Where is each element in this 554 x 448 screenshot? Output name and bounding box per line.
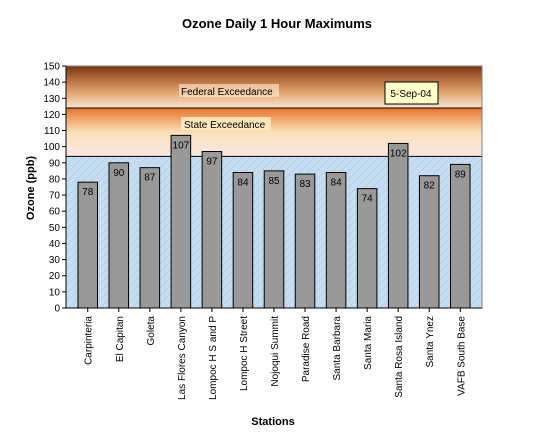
- x-axis: Carpinteria El Capitan Goleta Las Flores Ca…: [66, 307, 482, 400]
- y-tick-label: 50: [49, 223, 61, 234]
- y-tick-label: 70: [49, 191, 61, 202]
- bar-value-label: 97: [206, 157, 218, 168]
- bar: [387, 142, 409, 309]
- bar-value-label: 87: [144, 173, 156, 184]
- x-category-label: VAFB South Base: [456, 316, 467, 396]
- federal-label-box: [179, 84, 279, 97]
- y-tick-label: 60: [49, 207, 61, 218]
- bar: [201, 151, 223, 309]
- bar: [77, 181, 99, 309]
- bars: 78 90 87 107 97 84 85 83 84 74 102 82 89: [77, 134, 471, 309]
- x-axis-title: Stations: [251, 416, 294, 428]
- bar-value-label: 89: [455, 169, 467, 180]
- bar: [356, 188, 378, 309]
- bar-value-label: 107: [173, 140, 190, 151]
- chart-title: Ozone Daily 1 Hour Maximums: [182, 16, 372, 31]
- y-tick-label: 10: [49, 287, 61, 298]
- y-axis-title: Ozone (ppb): [25, 156, 37, 220]
- x-category-label: Paradise Road: [301, 316, 312, 382]
- x-category-label: Nojoqui Summit: [270, 316, 281, 387]
- plot-area: 78 90 87 107 97 84 85 83 84 74 102 82 89: [65, 65, 483, 309]
- bar: [449, 163, 471, 309]
- y-tick-label: 40: [49, 239, 61, 250]
- x-category-label: Santa Maria: [363, 316, 374, 370]
- y-axis: 0 10 20 30 40 50 60 70 80 90 100 110 120 130 140 150: [43, 62, 67, 315]
- y-tick-label: 30: [49, 255, 61, 266]
- y-tick-label: 130: [43, 94, 60, 105]
- bar-value-label: 90: [113, 168, 125, 179]
- y-tick-label: 150: [43, 62, 60, 73]
- bar-value-label: 84: [331, 177, 343, 188]
- y-tick-label: 80: [49, 174, 61, 185]
- bar: [139, 167, 161, 309]
- bar-value-label: 83: [299, 179, 311, 190]
- x-category-label: El Capitan: [115, 316, 126, 362]
- state-label-box: [181, 117, 271, 130]
- state-exceedance-band: [66, 107, 482, 157]
- state-exceedance-label: State Exceedance: [184, 120, 266, 131]
- bar: [263, 170, 285, 309]
- y-tick-label: 140: [43, 78, 60, 89]
- date-annotation-box: [384, 81, 439, 105]
- bar-value-label: 85: [268, 176, 280, 187]
- y-tick-label: 120: [43, 110, 60, 121]
- federal-exceedance-label: Federal Exceedance: [181, 87, 273, 98]
- x-category-label: Santa Barbara: [332, 316, 343, 381]
- bar: [418, 175, 440, 309]
- bar-value-label: 78: [82, 187, 94, 198]
- bar: [325, 171, 347, 309]
- y-tick-label: 110: [44, 126, 60, 137]
- y-tick-label: 100: [43, 142, 60, 153]
- bar-value-label: 74: [362, 194, 374, 205]
- x-category-label: Las Flores Canyon: [177, 316, 188, 400]
- x-category-label: Goleta: [146, 316, 157, 346]
- bar: [294, 173, 316, 309]
- y-tick-label: 90: [49, 158, 61, 169]
- bar: [108, 162, 130, 309]
- bar-value-label: 84: [237, 177, 249, 188]
- x-category-label: Santa Rosa Island: [394, 316, 405, 398]
- x-category-label: Carpinteria: [84, 316, 95, 365]
- bar: [232, 171, 254, 309]
- x-category-label: Lompoc H Street: [239, 316, 250, 391]
- bar: [170, 134, 192, 309]
- y-tick-label: 0: [54, 304, 60, 315]
- x-category-label: Lompoc H S and P: [208, 316, 219, 400]
- bar-value-label: 102: [390, 148, 407, 159]
- date-annotation: 5-Sep-04: [390, 89, 432, 100]
- x-category-label: Santa Ynez: [425, 316, 436, 368]
- y-tick-label: 20: [49, 271, 61, 282]
- bar-value-label: 82: [424, 181, 436, 192]
